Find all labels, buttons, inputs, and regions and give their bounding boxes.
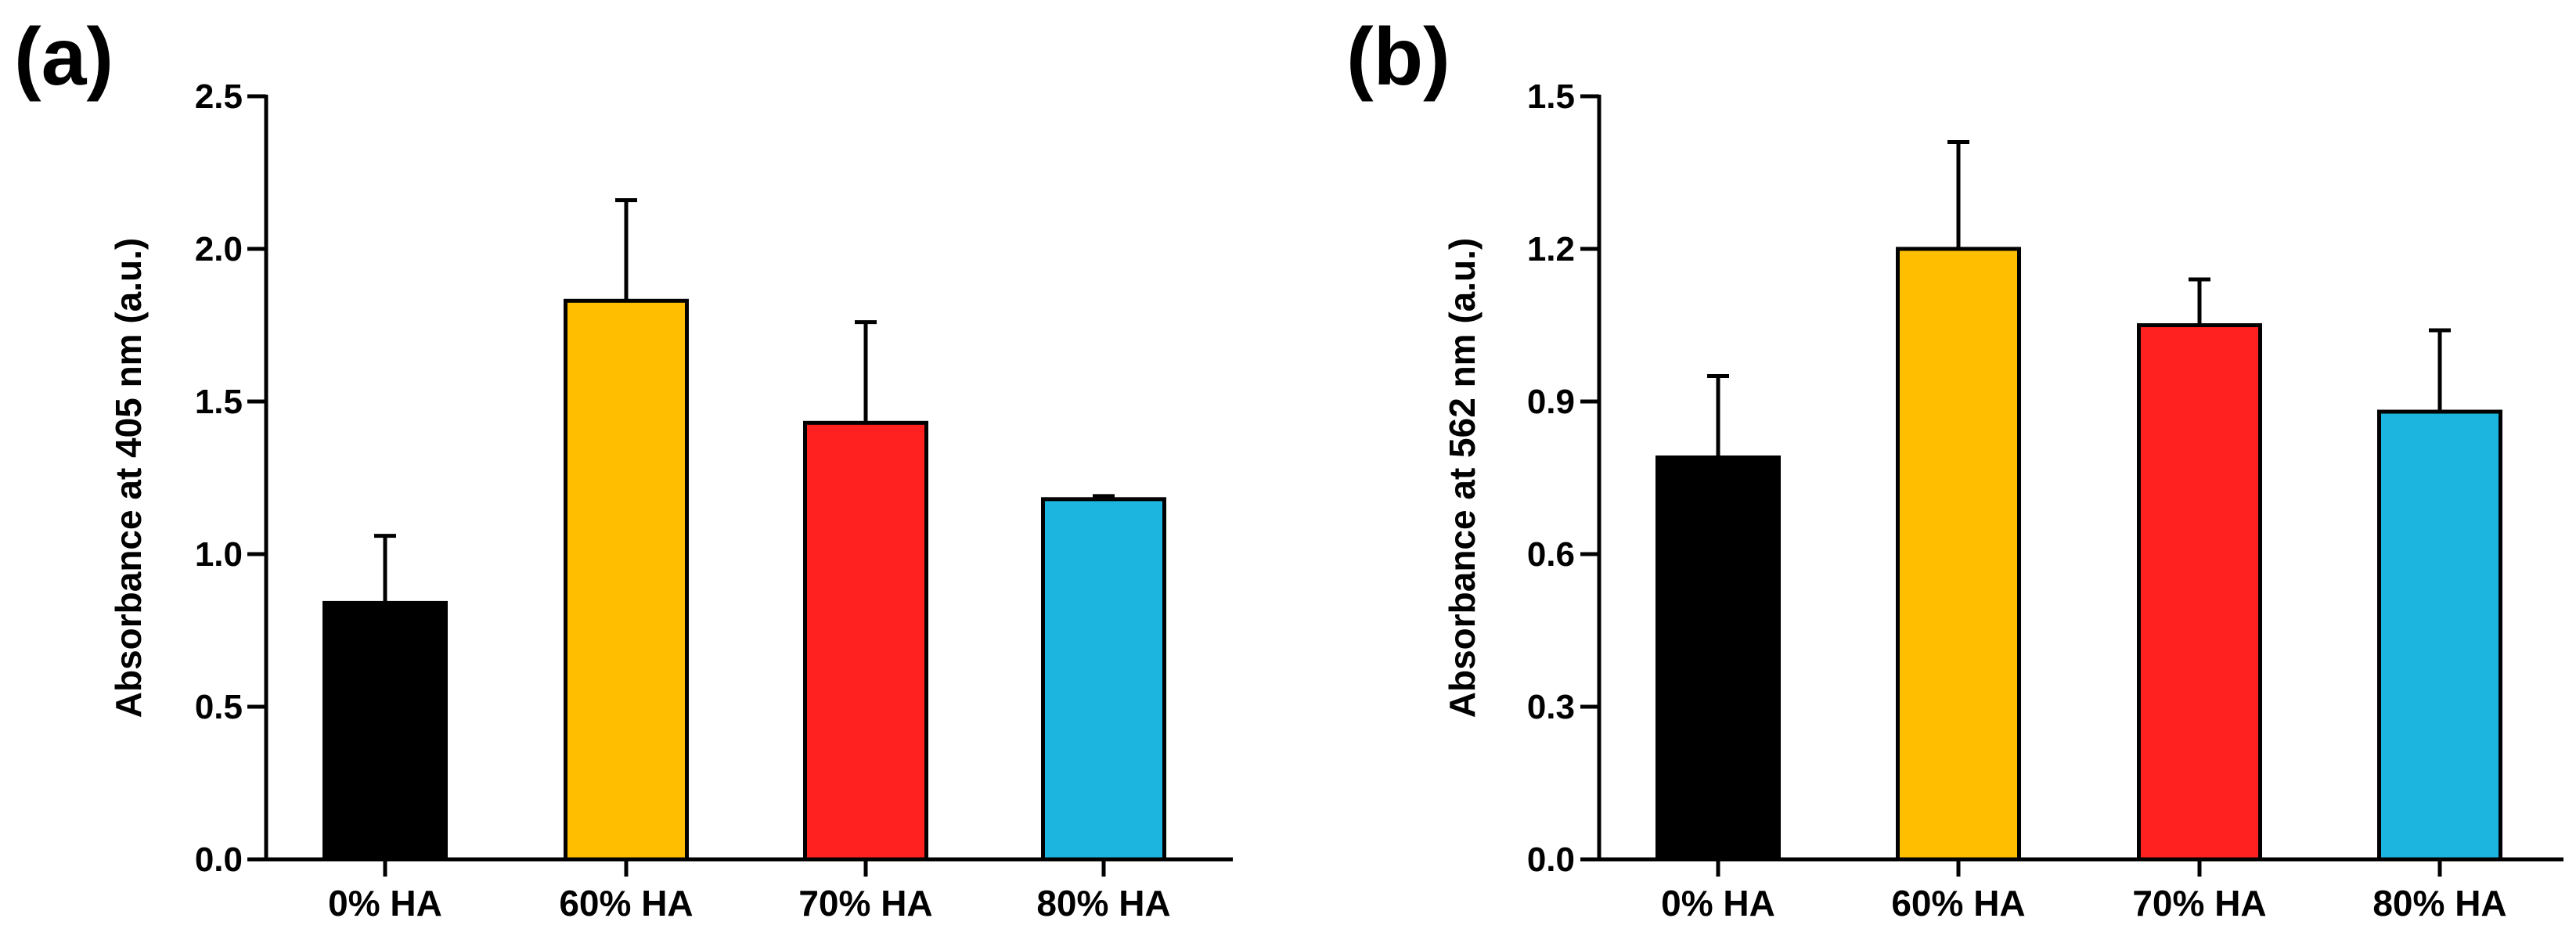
bar <box>322 600 448 862</box>
x-tick-label: 0% HA <box>1661 883 1775 924</box>
bar <box>803 420 928 862</box>
bar <box>2377 409 2502 862</box>
y-tick-label: 0.6 <box>1527 535 1575 574</box>
x-tick-label: 70% HA <box>2132 883 2266 924</box>
bar <box>1655 455 1781 862</box>
x-tick-label: 60% HA <box>1891 883 2025 924</box>
x-tick-label: 80% HA <box>1036 883 1170 924</box>
bar <box>2137 323 2262 862</box>
x-tick-label: 70% HA <box>798 883 932 924</box>
y-tick-label: 1.0 <box>195 535 243 574</box>
y-tick-label: 1.5 <box>195 383 243 421</box>
x-tick-label: 60% HA <box>559 883 693 924</box>
y-tick-label: 0.3 <box>1527 688 1575 726</box>
y-tick-label: 1.5 <box>1527 77 1575 116</box>
y-tick-label: 0.5 <box>195 688 243 726</box>
y-axis-title: Absorbance at 405 nm (a.u.) <box>108 238 149 718</box>
x-tick-label: 0% HA <box>328 883 442 924</box>
y-tick-label: 0.0 <box>195 841 243 879</box>
panel-b: (b) 0.0 0.3 0.6 0.9 1.2 1.5 0% HA 60% HA 70% HA 80… <box>1346 12 2563 924</box>
bar <box>1041 497 1166 862</box>
y-tick-label: 0.0 <box>1527 841 1575 879</box>
bar <box>1896 247 2021 862</box>
panel-label: (b) <box>1346 12 1450 103</box>
bar <box>564 298 689 862</box>
y-tick-label: 1.2 <box>1527 230 1575 268</box>
y-tick-label: 2.5 <box>195 77 243 116</box>
x-tick-label: 80% HA <box>2372 883 2506 924</box>
y-tick-label: 2.0 <box>195 230 243 268</box>
y-axis-title: Absorbance at 562 nm (a.u.) <box>1442 238 1483 718</box>
y-tick-label: 0.9 <box>1527 383 1575 421</box>
panel-a: (a) 0.0 0.5 1.0 1.5 2.0 2.5 0% HA 60% HA 70% HA 80… <box>14 12 1233 924</box>
panel-label: (a) <box>14 12 113 103</box>
